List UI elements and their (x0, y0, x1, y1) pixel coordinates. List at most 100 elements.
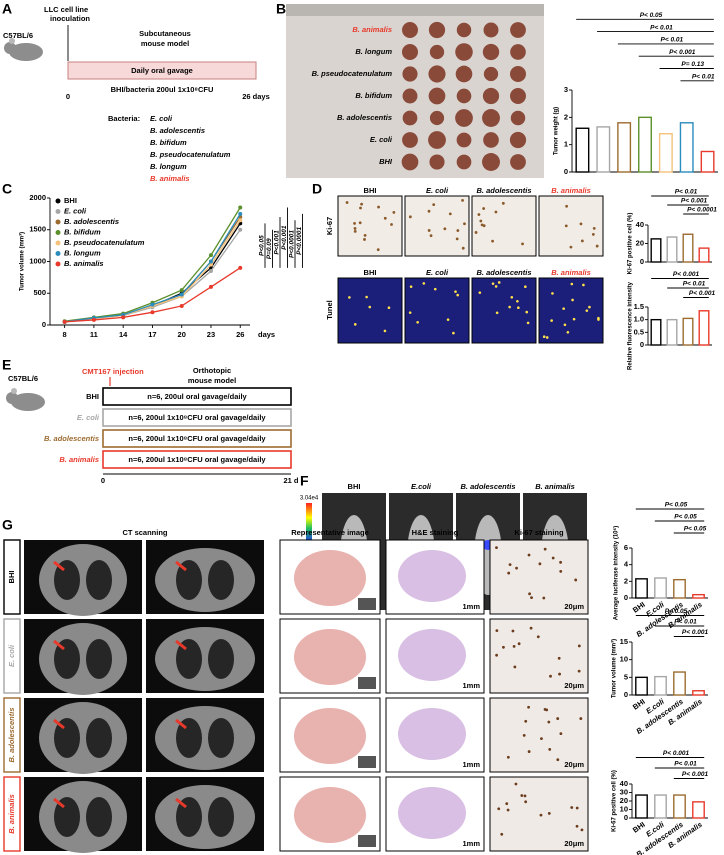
panel-letter: D (312, 181, 322, 197)
significance-label: P< 0.01 (674, 761, 697, 768)
significance-label: P< 0.001 (682, 629, 709, 636)
tumor (428, 131, 446, 149)
stain-dot (448, 212, 452, 216)
bar (635, 578, 648, 599)
data-point (179, 288, 184, 293)
ct-lung (176, 718, 202, 758)
ct-lung (86, 560, 112, 600)
tunel-dot (495, 311, 499, 315)
stain-dot (527, 750, 531, 753)
bar (673, 794, 686, 819)
stain-dot (495, 546, 498, 550)
stain-dot (530, 596, 533, 600)
row-label: B. bifidum (355, 91, 392, 100)
data-point (238, 205, 243, 210)
stain-dot (497, 807, 501, 811)
arrow (53, 797, 65, 809)
significance-label: P< 0.001 (682, 771, 709, 778)
stain-dot (358, 221, 362, 225)
column-header: BHI (348, 482, 361, 491)
stain-dot (505, 802, 509, 806)
bar (679, 122, 694, 173)
dose-label: BHI/bacteria 200ul 1x10⁸CFU (111, 85, 214, 94)
significance-label: P< 0.01 (650, 24, 673, 31)
tissue (398, 550, 466, 602)
model-label: Orthotopic (193, 366, 231, 375)
y-tick-label: 10 (620, 655, 628, 664)
bacteria-item: B. animalis (150, 174, 190, 183)
y-tick-label: 0.5 (634, 327, 644, 336)
group-box (102, 450, 292, 469)
stain-dot (548, 748, 552, 751)
legend-marker (55, 251, 61, 256)
arrow (53, 639, 65, 651)
stain-dot (427, 229, 431, 232)
stain-dot (558, 672, 561, 676)
ct-lung (176, 639, 202, 679)
bacteria-item: B. adolescentis (150, 126, 205, 135)
inoculation-label: inoculation (50, 14, 90, 23)
row-label: BHI (7, 571, 16, 584)
stain-dot (491, 239, 494, 243)
tunel-dot (452, 331, 455, 335)
legend-label: B. animalis (64, 259, 104, 268)
significance-label: P< 0.01 (683, 281, 706, 288)
scale-box (358, 677, 376, 689)
ct-lung (54, 639, 80, 679)
tunel-dot (550, 319, 553, 322)
group-label: B. animalis (59, 455, 99, 464)
legend-marker (55, 230, 61, 235)
arrow (53, 718, 65, 730)
significance-label: P< 0.001 (673, 271, 700, 278)
timeline-end: 26 days (242, 92, 270, 101)
tunel-dot (383, 329, 387, 333)
ct-lung (54, 797, 80, 837)
stain-dot (482, 207, 486, 210)
stain-dot (480, 223, 484, 227)
data-point (238, 227, 243, 232)
stain-dot (559, 732, 563, 736)
stain-dot (520, 794, 524, 797)
tumor (402, 22, 418, 38)
scale-label: 1mm (462, 760, 480, 769)
legend-label: E. coli (64, 206, 87, 215)
bar (673, 671, 686, 696)
ct-body (39, 544, 127, 616)
data-point (150, 302, 155, 307)
data-point (91, 317, 96, 322)
stain-dot (500, 832, 504, 836)
significance-label: P< 0.01 (675, 189, 698, 196)
group-label: BHI (86, 392, 99, 401)
tunel-dot (562, 307, 565, 310)
bar (617, 122, 632, 173)
tunel-dot (526, 321, 530, 325)
tunel-dot (454, 290, 457, 293)
group-protocol: n=6, 200ul oral gavage/daily (147, 392, 247, 401)
timeline-start: 0 (101, 476, 105, 485)
tunel-dot (524, 285, 527, 289)
tunel-dot (408, 311, 412, 314)
significance-label: P< 0.05 (674, 514, 697, 521)
y-tick-label: 0 (640, 257, 644, 266)
stain-dot (522, 733, 526, 737)
tunel-dot (416, 321, 419, 324)
row-label: Ki-67 (325, 217, 334, 235)
timeline-label: Daily oral gavage (131, 66, 193, 75)
stain-dot (345, 201, 349, 204)
stain-dot (556, 758, 560, 762)
bar (654, 675, 667, 696)
stain-dot (514, 782, 518, 786)
scale-label: 1mm (462, 681, 480, 690)
mouse-icon (9, 43, 43, 61)
bar (666, 318, 678, 346)
bar (575, 127, 590, 173)
ki67-image (489, 697, 589, 773)
significance-label: P< 0.01 (674, 619, 697, 626)
data-point (179, 303, 184, 308)
tunel-dot (585, 309, 589, 312)
tunel-dot (422, 282, 426, 285)
y-tick-label: 1.0 (634, 315, 644, 324)
data-point (208, 253, 213, 258)
significance-label: P< 0.001 (669, 49, 696, 56)
scale-label: 20μm (564, 839, 584, 848)
